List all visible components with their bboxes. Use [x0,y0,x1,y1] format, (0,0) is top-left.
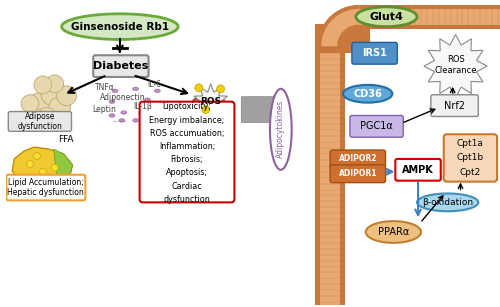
Ellipse shape [270,89,291,170]
FancyBboxPatch shape [444,134,497,182]
Text: IRS1: IRS1 [362,48,387,58]
Circle shape [27,93,52,119]
Ellipse shape [154,89,160,92]
Bar [320,46,340,305]
FancyArrow shape [242,95,286,124]
Ellipse shape [119,119,125,122]
Polygon shape [12,147,72,186]
Bar [316,24,370,53]
Polygon shape [322,9,359,46]
Text: Nrf2: Nrf2 [444,101,465,111]
Ellipse shape [109,100,115,103]
FancyBboxPatch shape [350,115,403,137]
Text: Adipose
dysfunction: Adipose dysfunction [18,112,62,131]
Ellipse shape [132,87,138,91]
Circle shape [34,76,52,94]
FancyBboxPatch shape [93,55,148,77]
FancyBboxPatch shape [330,165,386,183]
Bar [359,5,500,29]
Ellipse shape [343,85,392,103]
Ellipse shape [112,89,118,92]
FancyBboxPatch shape [140,102,234,202]
Circle shape [23,107,43,127]
Text: TNFα: TNFα [95,83,115,92]
FancyBboxPatch shape [431,95,478,116]
Text: PGC1α: PGC1α [360,121,393,131]
Polygon shape [424,34,487,98]
Ellipse shape [132,119,138,122]
Bar [359,9,500,25]
Circle shape [49,97,70,119]
Text: Adiponectin: Adiponectin [100,93,146,102]
Circle shape [202,106,209,114]
Text: PPARα: PPARα [378,227,409,237]
Ellipse shape [109,114,115,117]
FancyBboxPatch shape [396,159,441,181]
Text: ......: ...... [112,115,126,124]
Polygon shape [318,5,359,46]
Text: Ginsenoside Rb1: Ginsenoside Rb1 [71,21,169,32]
Text: Glut4: Glut4 [370,12,404,22]
Text: Leptin: Leptin [92,105,116,114]
Circle shape [34,153,40,159]
Circle shape [26,161,34,167]
Polygon shape [191,97,226,130]
Text: Lipotoxicity;
Energy imbalance;
ROS accumuation;
Inflammation;
Fibrosis;
Apoptos: Lipotoxicity; Energy imbalance; ROS accu… [150,102,224,204]
Text: FFA: FFA [58,135,74,144]
Text: IL-6: IL-6 [148,80,162,89]
Circle shape [56,86,76,106]
Text: β-oxidation: β-oxidation [422,198,473,207]
Text: IL-1β: IL-1β [133,102,152,111]
FancyBboxPatch shape [330,150,386,168]
Ellipse shape [144,98,150,101]
FancyBboxPatch shape [6,175,86,200]
Circle shape [21,95,39,113]
Text: CD36: CD36 [354,89,382,99]
Text: Adipocytokines: Adipocytokines [276,100,285,158]
Ellipse shape [138,112,144,115]
Circle shape [41,82,64,106]
Circle shape [195,84,203,92]
Ellipse shape [121,111,127,114]
FancyBboxPatch shape [352,42,398,64]
Circle shape [40,168,46,175]
Ellipse shape [62,14,178,40]
Circle shape [37,107,56,127]
Text: Lipid Accumulation;
Hepatic dysfunction: Lipid Accumulation; Hepatic dysfunction [8,178,84,197]
FancyBboxPatch shape [8,111,72,131]
Circle shape [216,85,224,93]
Text: AMPK: AMPK [402,165,434,175]
Text: ROS
Clearance: ROS Clearance [434,56,477,75]
Text: Cpt1a
Cpt1b
Cpt2: Cpt1a Cpt1b Cpt2 [457,139,484,177]
Text: ADIPOR2: ADIPOR2 [338,154,377,163]
Ellipse shape [417,193,478,211]
Text: ROS: ROS [200,97,222,106]
Ellipse shape [366,221,421,243]
Polygon shape [194,84,228,119]
Polygon shape [54,149,72,186]
Bar [316,46,345,305]
Text: Diabetes: Diabetes [93,61,148,71]
Circle shape [46,75,64,93]
Text: ADIPOR1: ADIPOR1 [338,169,377,178]
Ellipse shape [356,7,417,27]
Circle shape [51,164,58,171]
